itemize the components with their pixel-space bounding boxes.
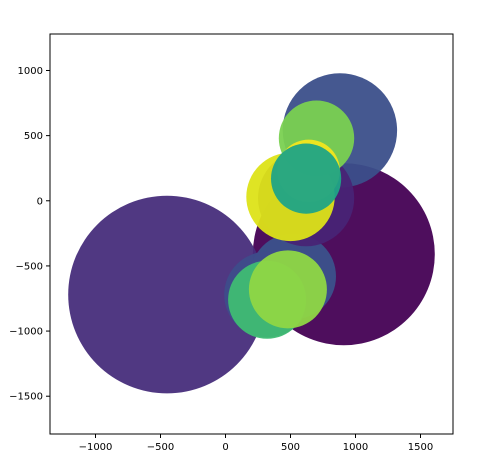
y-tick-label: −1000 xyxy=(9,327,43,338)
circles-layer xyxy=(68,73,435,394)
x-tick-label: −1000 xyxy=(79,442,113,453)
y-tick-label: −500 xyxy=(16,261,43,272)
data-circle-2 xyxy=(68,195,266,394)
x-tick-label: −500 xyxy=(147,442,174,453)
y-tick-label: −1500 xyxy=(9,392,43,403)
y-tick-label: 1000 xyxy=(18,66,43,77)
x-axis: −1000 −500 0 500 1000 1500 xyxy=(79,434,433,453)
y-axis: −1500 −1000 −500 0 500 1000 xyxy=(9,66,50,403)
y-tick-label: 0 xyxy=(37,196,43,207)
x-tick-label: 1000 xyxy=(343,442,368,453)
plot-frame xyxy=(49,33,454,435)
data-circle-11 xyxy=(271,143,342,214)
data-circle-12 xyxy=(248,250,327,329)
x-tick-label: 0 xyxy=(222,442,228,453)
y-tick-label: 500 xyxy=(24,131,43,142)
x-tick-label: 500 xyxy=(281,442,300,453)
x-tick-label: 1500 xyxy=(408,442,433,453)
